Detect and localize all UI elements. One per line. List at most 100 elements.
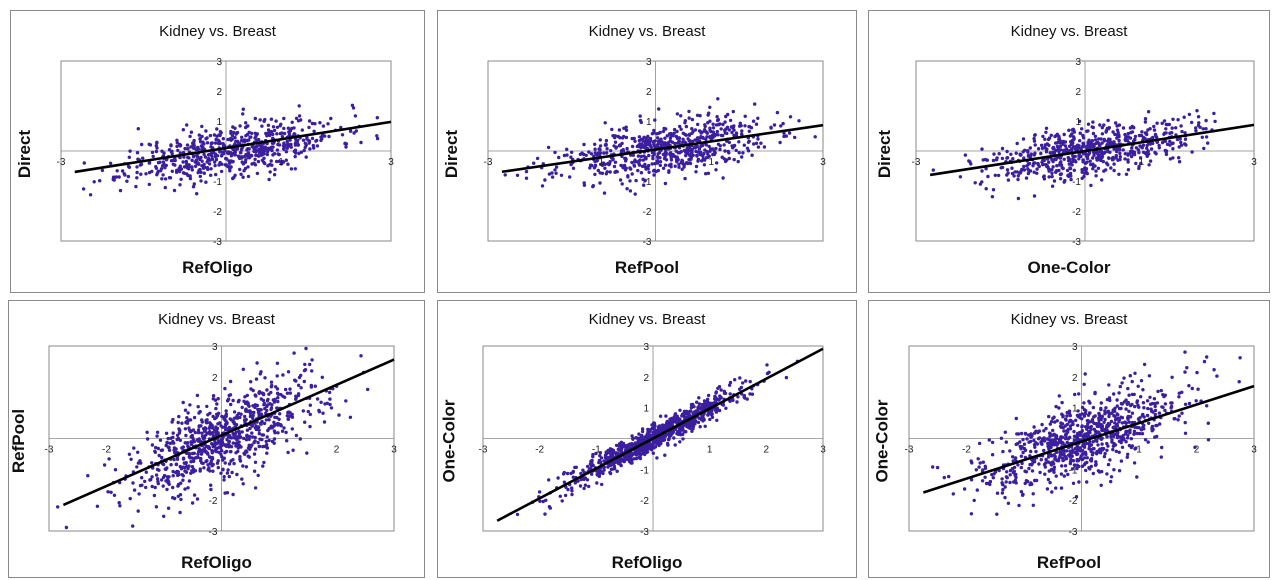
- data-point: [541, 499, 545, 504]
- chart-panel-4: -3 -2 2 3 3 2 -2 -3 Kidney vs. Breast RefOligo …: [8, 300, 425, 578]
- data-point: [633, 139, 637, 143]
- data-point: [304, 155, 308, 159]
- data-point: [1038, 470, 1042, 475]
- data-point: [1092, 421, 1096, 425]
- data-point: [282, 426, 286, 430]
- data-point: [1164, 150, 1168, 154]
- data-point: [251, 144, 255, 149]
- data-point: [991, 158, 996, 163]
- data-point: [227, 474, 231, 479]
- data-point: [1185, 366, 1189, 370]
- data-point: [208, 432, 212, 436]
- data-point: [589, 163, 593, 167]
- data-point: [951, 492, 955, 496]
- data-point: [1171, 156, 1175, 160]
- data-point: [1034, 449, 1038, 454]
- data-point: [200, 124, 204, 129]
- x-tick-label: -3: [57, 157, 66, 168]
- data-point: [288, 387, 292, 391]
- data-point: [215, 402, 219, 406]
- data-point: [1098, 451, 1103, 455]
- data-point: [603, 162, 607, 167]
- data-point: [232, 410, 237, 414]
- data-point: [264, 445, 269, 449]
- data-point: [1187, 112, 1192, 117]
- data-point: [672, 154, 677, 158]
- data-point: [285, 391, 290, 395]
- data-point: [1091, 440, 1095, 444]
- data-point: [197, 133, 201, 137]
- data-point: [115, 169, 119, 173]
- data-point: [1054, 404, 1058, 409]
- data-point: [293, 143, 298, 147]
- data-point: [1025, 479, 1029, 484]
- data-point: [359, 140, 363, 145]
- data-point: [1083, 411, 1088, 416]
- data-point: [297, 114, 302, 118]
- data-point: [703, 124, 707, 129]
- data-point: [1195, 370, 1199, 375]
- x-tick-label: -3: [905, 445, 914, 456]
- data-point: [603, 121, 607, 125]
- data-point: [1066, 436, 1071, 441]
- y-axis-label: Direct: [442, 129, 462, 179]
- data-point: [178, 144, 182, 148]
- data-point: [181, 474, 185, 478]
- data-point: [206, 167, 210, 172]
- data-point: [600, 482, 604, 487]
- data-point: [1005, 168, 1010, 172]
- data-point: [244, 121, 248, 125]
- data-point: [605, 170, 609, 174]
- data-point: [1130, 379, 1134, 384]
- data-point: [222, 417, 226, 421]
- data-point: [772, 123, 777, 127]
- data-point: [1012, 480, 1016, 484]
- chart-panel-1: -3 1 3 3 2 1 -1 -2 -3 Kidney vs. Breast RefOligo…: [10, 10, 425, 293]
- data-point: [301, 409, 305, 413]
- data-point: [673, 141, 677, 146]
- data-point: [1008, 449, 1012, 453]
- data-point: [613, 135, 617, 140]
- data-point: [134, 184, 138, 189]
- data-point: [655, 143, 660, 147]
- data-point: [1071, 459, 1076, 463]
- data-point: [720, 155, 724, 159]
- data-point: [308, 412, 312, 417]
- data-point: [253, 157, 257, 161]
- data-point: [107, 457, 111, 461]
- data-point: [1213, 119, 1217, 124]
- data-point: [131, 481, 135, 485]
- data-point: [638, 452, 642, 457]
- data-point: [118, 504, 122, 508]
- data-point: [300, 128, 304, 132]
- data-point: [145, 437, 150, 441]
- data-point: [557, 155, 561, 160]
- data-point: [688, 139, 692, 143]
- data-point: [1132, 432, 1136, 436]
- data-point: [219, 131, 223, 135]
- data-point: [221, 425, 225, 429]
- data-point: [248, 426, 252, 431]
- data-point: [299, 373, 303, 378]
- data-point: [732, 143, 737, 148]
- data-point: [1027, 466, 1031, 471]
- data-point: [339, 125, 343, 130]
- data-point: [1046, 445, 1051, 449]
- data-point: [1160, 121, 1164, 126]
- data-point: [1034, 478, 1039, 483]
- data-point: [308, 147, 312, 151]
- data-point: [984, 167, 988, 171]
- data-point: [82, 161, 87, 165]
- data-point: [618, 136, 622, 140]
- data-point: [262, 156, 266, 160]
- data-point: [239, 445, 243, 449]
- data-point: [1164, 127, 1168, 131]
- x-tick-label: -3: [912, 157, 921, 168]
- data-point: [1014, 151, 1018, 155]
- y-tick-label: -1: [640, 465, 649, 476]
- data-point: [1088, 467, 1092, 471]
- data-point: [661, 166, 666, 170]
- data-point: [609, 452, 613, 457]
- data-point: [1050, 150, 1055, 154]
- data-point: [723, 149, 727, 153]
